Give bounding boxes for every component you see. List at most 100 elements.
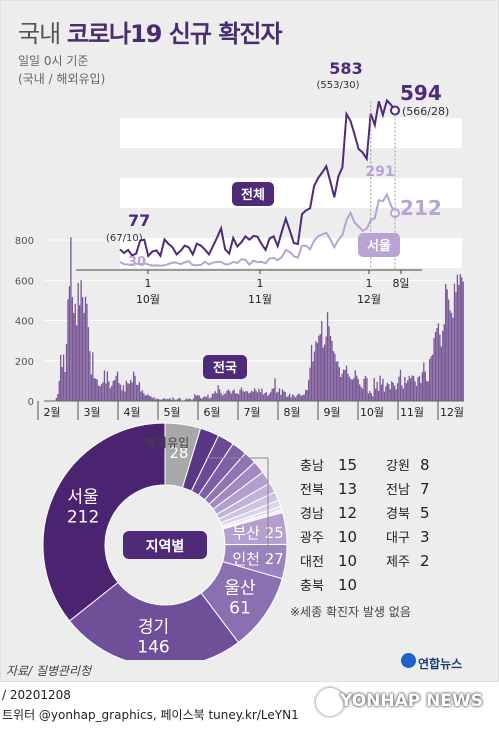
- donut-slice: [68, 581, 240, 660]
- legend-value: 13: [338, 480, 357, 498]
- bar: [237, 394, 240, 401]
- y-tick-label: 800: [15, 236, 34, 247]
- bar: [92, 352, 94, 401]
- nationwide-label-text: 전국: [213, 360, 237, 376]
- bar: [281, 389, 284, 401]
- bar: [313, 351, 316, 401]
- bar: [341, 373, 343, 401]
- legend-region: 충남: [300, 459, 324, 474]
- bar: [353, 378, 355, 401]
- total-peak-label: 583: [329, 59, 362, 78]
- bar: [272, 388, 275, 401]
- bar: [210, 397, 212, 401]
- page-title: 국내 코로나19 신규 확진자: [18, 14, 283, 49]
- bar: [213, 393, 215, 401]
- bar: [135, 384, 138, 401]
- bar: [132, 371, 135, 401]
- bar: [395, 389, 397, 401]
- bar: [328, 326, 330, 401]
- bar: [258, 388, 260, 401]
- donut-slice-label: 부산 25: [232, 524, 283, 542]
- y-tick-label: 600: [15, 276, 34, 287]
- bar: [251, 390, 253, 401]
- source-credit: 자료/ 질병관리청: [6, 664, 92, 678]
- bar: [159, 399, 161, 401]
- overseas-label: 해외유입: [145, 436, 189, 450]
- bar: [414, 381, 416, 401]
- legend-value: 3: [420, 528, 430, 546]
- bar: [202, 396, 205, 401]
- series-end-dot: [390, 105, 400, 116]
- bar: [140, 391, 142, 401]
- bar: [449, 310, 451, 401]
- yonhap-logo-icon: [401, 653, 416, 668]
- bar: [68, 286, 71, 401]
- bar: [344, 369, 346, 401]
- bar: [84, 296, 87, 401]
- inset-stripe: [120, 178, 462, 208]
- title-prefix: 국내: [18, 20, 61, 48]
- bar: [275, 392, 278, 401]
- bar: [192, 398, 195, 401]
- bar: [322, 347, 324, 401]
- series-line-seoul: [119, 192, 396, 267]
- bar: [287, 395, 289, 401]
- bar: [111, 385, 113, 401]
- bar: [138, 382, 141, 401]
- bar: [356, 375, 358, 401]
- bar: [162, 398, 164, 401]
- bar: [163, 397, 165, 401]
- bar: [315, 341, 317, 401]
- legend-region: 충북: [300, 579, 324, 594]
- bar: [366, 378, 368, 401]
- bar: [453, 283, 456, 401]
- month-label: 4월: [123, 406, 140, 419]
- bar: [370, 393, 372, 401]
- seoul-end-label: 212: [400, 196, 442, 220]
- bar: [197, 395, 199, 401]
- series-end-dot: [390, 208, 400, 219]
- bar: [224, 393, 227, 401]
- seoul-peak-label: 291: [365, 164, 394, 180]
- nationwide-label-box: [203, 355, 247, 379]
- bar: [297, 393, 300, 401]
- bar: [134, 375, 136, 401]
- month-label: 9월: [323, 406, 340, 419]
- bar: [431, 354, 434, 401]
- bar: [65, 343, 68, 401]
- bar: [167, 399, 170, 401]
- bar: [410, 378, 412, 401]
- bar: [401, 385, 403, 401]
- bar: [446, 289, 448, 401]
- bar: [118, 383, 120, 401]
- bar: [99, 386, 101, 401]
- bar: [227, 389, 230, 401]
- bar: [242, 390, 244, 401]
- bar: [450, 312, 453, 401]
- subtitle-breakdown: (국내 / 해외유입): [18, 72, 106, 86]
- bar: [309, 367, 311, 401]
- brand-name: 연합뉴스: [418, 657, 463, 671]
- bar: [86, 303, 88, 401]
- bar: [421, 372, 424, 401]
- bar: [267, 395, 269, 401]
- bar: [290, 397, 292, 401]
- bar: [321, 321, 323, 401]
- bar: [303, 394, 305, 401]
- bar: [299, 394, 301, 401]
- bar: [404, 377, 406, 401]
- bar: [160, 399, 162, 401]
- bar: [204, 396, 206, 401]
- bar: [270, 392, 272, 401]
- bar: [105, 383, 107, 401]
- bar: [81, 297, 84, 401]
- donut-slice: [42, 422, 166, 622]
- bar: [128, 383, 130, 401]
- bar: [195, 395, 197, 401]
- bar: [274, 378, 276, 401]
- bar: [71, 297, 74, 401]
- bar: [357, 378, 359, 401]
- legend-region: 대전: [300, 555, 324, 570]
- month-label: 12월: [440, 406, 464, 419]
